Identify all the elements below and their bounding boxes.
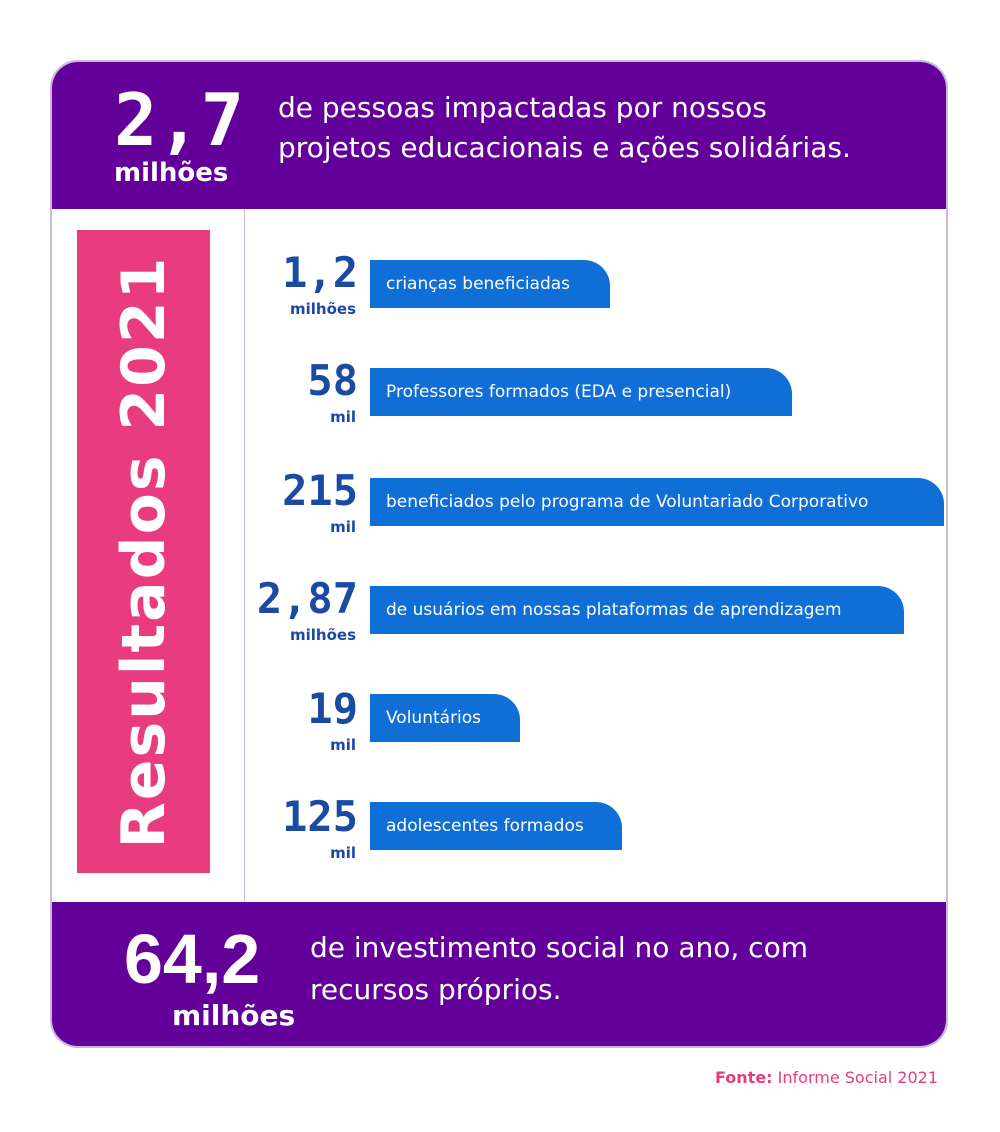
stat-label-4: de usuários em nossas plataformas de apr… <box>370 586 904 634</box>
stat-unit-5: mil <box>330 736 356 754</box>
stat-unit-1: milhões <box>290 300 356 318</box>
footer-line-2: recursos próprios. <box>310 973 562 1006</box>
stat-label-6: adolescentes formados <box>370 802 622 850</box>
footer-line-1: de investimento social no ano, com <box>310 931 808 964</box>
side-title-box <box>77 230 210 873</box>
stat-number-6: 125 <box>282 792 358 841</box>
results-card: 2,7 milhões de pessoas impactadas por no… <box>50 60 948 1048</box>
header-line-2: projetos educacionais e ações solidárias… <box>278 131 851 164</box>
header-unit: milhões <box>114 158 229 188</box>
stat-label-3: beneficiados pelo programa de Voluntaria… <box>370 478 944 526</box>
stat-unit-2: mil <box>330 408 356 426</box>
source-text: Informe Social 2021 <box>772 1068 938 1087</box>
stat-label-2: Professores formados (EDA e presencial) <box>370 368 792 416</box>
footer-band: 64,2 milhões de investimento social no a… <box>52 902 946 1046</box>
stat-label-1: crianças beneficiadas <box>370 260 610 308</box>
stat-label-5: Voluntários <box>370 694 520 742</box>
stat-unit-3: mil <box>330 518 356 536</box>
stat-number-5: 19 <box>307 684 358 733</box>
vertical-divider <box>244 209 245 902</box>
header-number: 2,7 <box>114 78 245 162</box>
header-band: 2,7 milhões de pessoas impactadas por no… <box>52 62 946 209</box>
header-line-1: de pessoas impactadas por nossos <box>278 91 767 124</box>
source-label: Fonte: <box>715 1068 773 1087</box>
stat-number-3: 215 <box>282 466 358 515</box>
footer-unit: milhões <box>172 999 296 1032</box>
stat-number-1: 1,2 <box>282 248 358 297</box>
stat-unit-6: mil <box>330 844 356 862</box>
footer-number: 64,2 <box>124 920 261 998</box>
stat-unit-4: milhões <box>290 626 356 644</box>
stat-number-2: 58 <box>307 356 358 405</box>
side-title: Resultados 2021 <box>109 255 179 849</box>
source-credit: Fonte: Informe Social 2021 <box>715 1068 938 1087</box>
stat-number-4: 2,87 <box>256 574 358 623</box>
